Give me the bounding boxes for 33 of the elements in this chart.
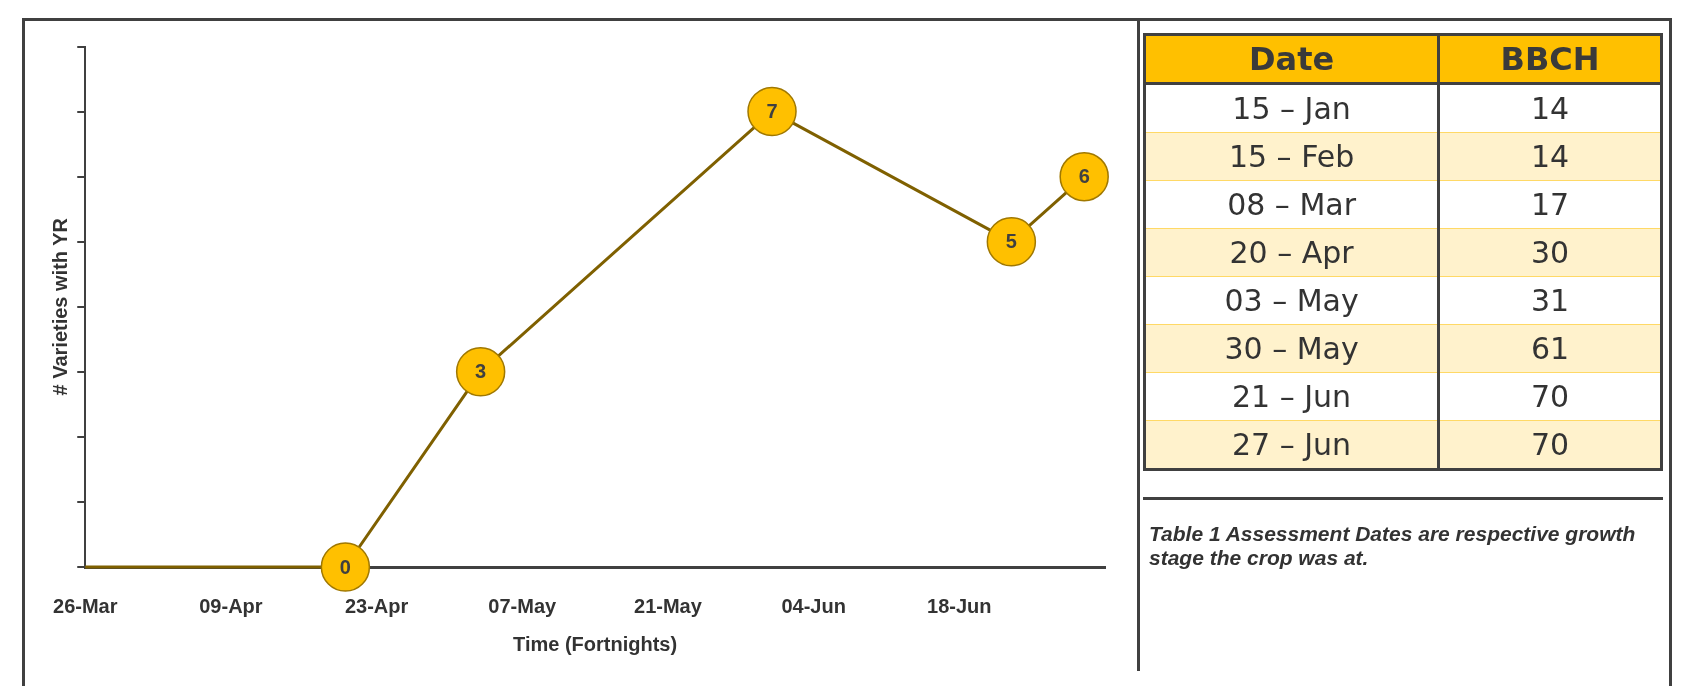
data-label: 17 bbox=[1438, 180, 1662, 229]
category-label: 03 – May bbox=[1144, 276, 1439, 325]
data-label: 5 bbox=[1005, 230, 1017, 253]
text: Date bbox=[1144, 34, 1439, 84]
category-label: 15 – Jan bbox=[1144, 83, 1439, 133]
category-label: 27 – Jun bbox=[1144, 420, 1439, 470]
data-label: 61 bbox=[1438, 324, 1662, 373]
x-tick-label: 23-Apr bbox=[344, 594, 409, 617]
x-axis-title: Time (Fortnights) bbox=[513, 632, 678, 655]
x-tick-label: 04-Jun bbox=[781, 594, 846, 617]
data-label: 0 bbox=[339, 555, 351, 578]
data-label: 14 bbox=[1438, 83, 1662, 133]
data-label: 6 bbox=[1078, 165, 1090, 188]
category-label: 20 – Apr bbox=[1144, 228, 1439, 277]
text: BBCH bbox=[1438, 34, 1662, 84]
caption: Table 1 Assessment Dates are respective growth stage the crop was at. bbox=[1143, 497, 1663, 570]
data-label: 3 bbox=[475, 360, 487, 383]
data-label: 7 bbox=[766, 100, 778, 123]
category-label: 08 – Mar bbox=[1144, 180, 1439, 229]
data-label: 31 bbox=[1438, 276, 1662, 325]
x-tick-label: 07-May bbox=[488, 594, 558, 617]
category-label: 15 – Feb bbox=[1144, 132, 1439, 181]
x-tick-label: 18-Jun bbox=[927, 594, 992, 617]
data-label: 70 bbox=[1438, 372, 1662, 421]
data-label: 30 bbox=[1438, 228, 1662, 277]
data-label: 14 bbox=[1438, 132, 1662, 181]
category-label: 21 – Jun bbox=[1144, 372, 1439, 421]
data-label: 70 bbox=[1438, 420, 1662, 470]
y-axis-title: # Varieties with YR bbox=[48, 217, 71, 396]
x-tick-label: 09-Apr bbox=[199, 594, 263, 617]
x-tick-label: 21-May bbox=[634, 594, 703, 617]
x-tick-label: 26-Mar bbox=[52, 594, 118, 617]
category-label: 30 – May bbox=[1144, 324, 1439, 373]
